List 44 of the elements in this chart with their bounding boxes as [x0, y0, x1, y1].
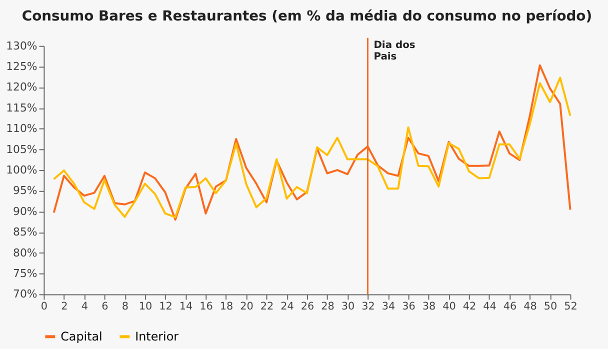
y-tick-label: 95%: [13, 184, 38, 198]
x-tick-label: 20: [240, 300, 254, 313]
x-tick-label: 0: [40, 300, 48, 313]
y-tick-label: 130%: [6, 39, 38, 52]
x-tick-label: 12: [159, 300, 172, 313]
x-tick-label: 50: [544, 300, 558, 313]
x-tick-label: 34: [382, 300, 396, 313]
x-tick-label: 18: [220, 300, 234, 313]
y-tick-label: 70%: [13, 288, 38, 301]
ref-line-label: Dia dos Pais: [374, 40, 416, 63]
y-tick-label: 90%: [13, 204, 38, 218]
x-tick-label: 30: [341, 300, 355, 313]
x-tick-label: 28: [321, 300, 334, 313]
x-tick-label: 16: [200, 300, 213, 313]
x-tick-label: 40: [442, 300, 456, 313]
x-tick-label: 22: [260, 300, 274, 313]
x-tick-label: 2: [61, 300, 68, 313]
y-tick-label: 75%: [13, 266, 38, 280]
x-tick-label: 38: [422, 300, 436, 313]
x-tick-label: 48: [524, 300, 537, 313]
x-tick-label: 10: [138, 300, 152, 313]
x-tick-label: 6: [102, 300, 108, 313]
x-tick-label: 26: [300, 300, 314, 313]
x-tick-label: 4: [81, 300, 88, 313]
x-tick-label: 36: [402, 300, 416, 313]
x-tick-label: 24: [280, 300, 294, 313]
x-tick-label: 44: [483, 300, 497, 313]
legend-label: Interior: [135, 330, 179, 344]
x-tick-label: 42: [462, 300, 476, 313]
y-tick-label: 115%: [6, 101, 38, 114]
y-tick-label: 105%: [6, 142, 38, 156]
x-tick-label: 46: [503, 300, 517, 313]
x-tick-label: 14: [179, 300, 193, 313]
y-tick-label: 80%: [13, 246, 38, 260]
y-tick-label: 110%: [6, 122, 38, 136]
x-tick-label: 32: [362, 300, 375, 313]
y-tick-label: 125%: [6, 60, 38, 74]
y-tick-label: 85%: [13, 226, 38, 239]
chart-title: Consumo Bares e Restaurantes (em % da média do consumo no período): [22, 8, 592, 24]
y-tick-label: 120%: [6, 80, 38, 94]
legend-label: Capital: [60, 330, 102, 344]
x-tick-label: 8: [122, 300, 129, 313]
y-tick-label: 100%: [6, 164, 38, 177]
x-tick-label: 52: [564, 300, 578, 313]
